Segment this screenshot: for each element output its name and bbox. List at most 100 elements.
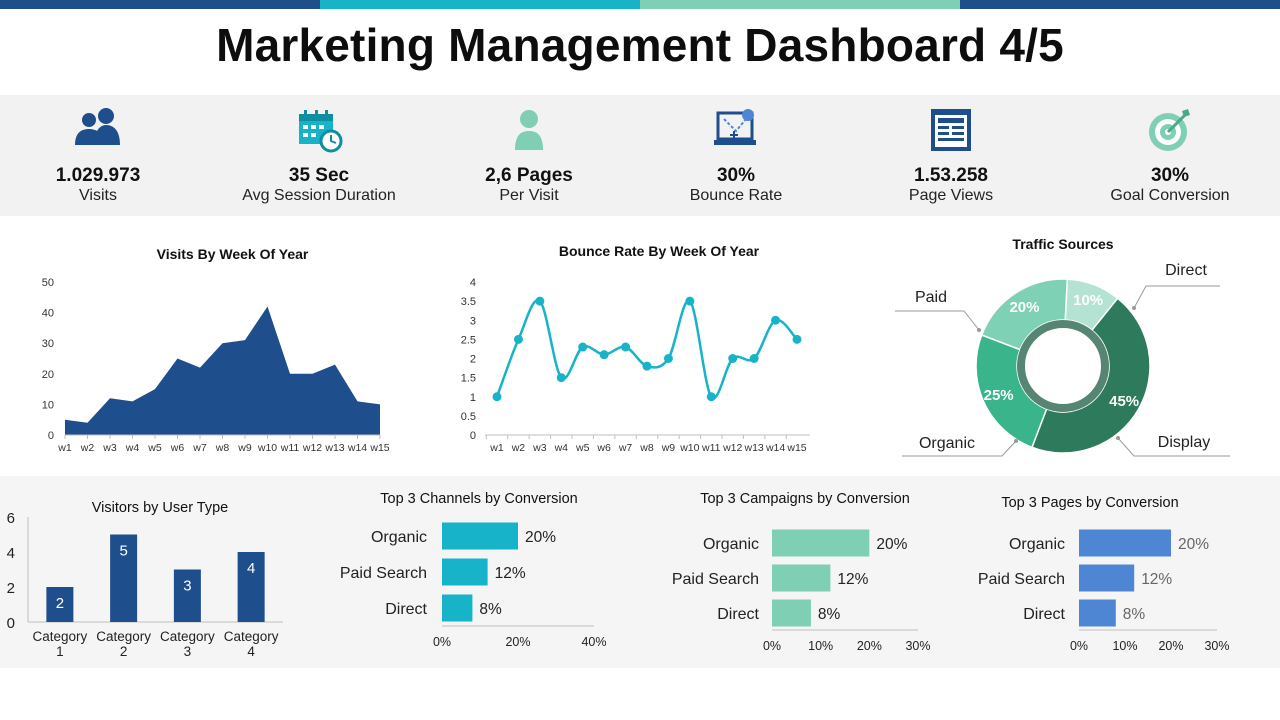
y-tick-label: 6: [7, 510, 15, 527]
x-tick-label: 0%: [763, 639, 781, 653]
x-tick-label: Category: [160, 629, 215, 644]
kpi-value: 2,6 Pages: [485, 165, 573, 186]
hbar: [772, 564, 831, 592]
y-tick-label: 1: [470, 392, 476, 404]
bar-value-label: 12%: [1141, 571, 1172, 588]
x-tick-label: w8: [639, 442, 654, 454]
kpi-label: Goal Conversion: [1110, 187, 1230, 204]
x-tick-label: 3: [184, 644, 192, 659]
kpi-avg-session: 35 Sec Avg Session Duration: [214, 95, 424, 216]
x-tick-label: w1: [489, 442, 504, 454]
hbar: [1079, 599, 1116, 627]
accent-segment-navy: [0, 0, 320, 9]
bounce-point: [556, 373, 566, 383]
x-tick-label: w15: [786, 442, 806, 454]
top-accent-bar: [0, 0, 1280, 9]
slice-value-label: 10%: [1073, 292, 1103, 309]
hbar: [1079, 529, 1171, 557]
kpi-label: Per Visit: [499, 187, 559, 204]
visits-area: [65, 306, 380, 435]
bar-value-label: 4: [247, 560, 255, 577]
bottom-band: [0, 476, 1280, 668]
hbar: [442, 558, 488, 586]
callout-dot: [977, 328, 981, 332]
visitor-bar: [46, 587, 74, 622]
callout-dot: [1132, 306, 1136, 310]
category-label: Direct: [1023, 606, 1065, 623]
pages-hbar-chart: Organic 20% Paid Search 12% Direct 8% 0% 10% 20%…: [978, 529, 1230, 653]
slice-value-label: 25%: [984, 387, 1014, 404]
y-tick-label: 30: [42, 338, 54, 350]
bounce-point: [578, 342, 588, 352]
bar-value-label: 3: [183, 578, 191, 595]
kpi-label: Visits: [79, 187, 117, 204]
x-tick-label: w14: [765, 442, 785, 454]
page-title: Marketing Management Dashboard 4/5: [216, 19, 1064, 71]
bar-value-label: 8%: [479, 601, 502, 618]
accent-segment-mint: [640, 0, 960, 9]
y-tick-label: 0: [470, 430, 476, 442]
category-label: Paid Search: [978, 571, 1065, 588]
slice-name-label: Direct: [1165, 262, 1207, 279]
kpi-band: 1.029.973 Visits 35 Sec Avg Session Dura…: [0, 95, 1280, 216]
bar-value-label: 20%: [876, 536, 907, 553]
campaigns-hbar-chart: Organic 20% Paid Search 12% Direct 8% 0% 10% 20%…: [672, 529, 931, 653]
y-tick-label: 4: [7, 545, 15, 562]
bounce-point: [621, 342, 631, 352]
callout-dot: [1014, 439, 1018, 443]
callout-line: [1117, 437, 1230, 457]
kpi-visits: 1.029.973 Visits: [0, 95, 203, 216]
x-tick-label: 30%: [905, 639, 930, 653]
x-tick-label: w13: [324, 442, 344, 454]
x-tick-label: w1: [57, 442, 72, 454]
bounce-line: [495, 299, 798, 400]
x-tick-label: 20%: [1158, 639, 1183, 653]
kpi-value: 30%: [716, 165, 756, 186]
x-tick-label: 20%: [505, 635, 530, 649]
x-tick-label: Category: [96, 629, 151, 644]
category-label: Direct: [717, 606, 759, 623]
x-tick-label: Category: [224, 629, 279, 644]
x-tick-label: w13: [744, 442, 764, 454]
visitor-bar: [237, 552, 265, 622]
x-tick-label: w10: [257, 442, 277, 454]
accent-segment-navy-2: [960, 0, 1280, 9]
slice-name-label: Display: [1158, 434, 1210, 451]
bar-value-label: 8%: [1123, 606, 1146, 623]
x-tick-label: 4: [247, 644, 255, 659]
kpi-label: Bounce Rate: [689, 187, 783, 204]
category-label: Organic: [1009, 536, 1065, 553]
visitors-bar-chart: 02462Category15Category23Category34Categ…: [7, 510, 283, 659]
x-tick-label: 0%: [433, 635, 451, 649]
campaigns-chart-title: Top 3 Campaigns by Conversion: [700, 491, 910, 507]
slice-value-label: 45%: [1109, 393, 1139, 410]
y-tick-label: 3: [470, 315, 476, 327]
bounce-point: [706, 392, 716, 402]
bounce-point: [771, 315, 781, 325]
category-label: Paid Search: [672, 571, 759, 588]
x-tick-label: 2: [120, 644, 128, 659]
bounce-point: [663, 354, 673, 363]
kpi-label: Page Views: [908, 187, 994, 204]
y-tick-label: 40: [42, 308, 54, 320]
bounce-point: [492, 392, 502, 402]
x-tick-label: 0%: [1070, 639, 1088, 653]
bar-value-label: 20%: [1178, 536, 1209, 553]
person-icon: [515, 110, 543, 150]
x-tick-label: 40%: [581, 635, 606, 649]
x-tick-label: w4: [554, 442, 569, 454]
visitor-bar: [173, 569, 201, 622]
x-tick-label: w2: [80, 442, 95, 454]
bounce-point: [749, 354, 759, 363]
x-tick-label: 30%: [1204, 639, 1229, 653]
x-tick-label: w4: [125, 442, 140, 454]
kpi-value: 35 Sec: [288, 165, 350, 186]
callout-line: [1133, 285, 1220, 309]
pages-chart-title: Top 3 Pages by Conversion: [1001, 495, 1179, 511]
channels-chart-title: Top 3 Channels by Conversion: [380, 491, 578, 507]
accent-segment-teal: [320, 0, 640, 9]
visitor-bar: [110, 534, 138, 622]
bar-value-label: 2: [56, 595, 64, 612]
kpi-page-views: 1.53.258 Page Views: [846, 95, 1056, 216]
